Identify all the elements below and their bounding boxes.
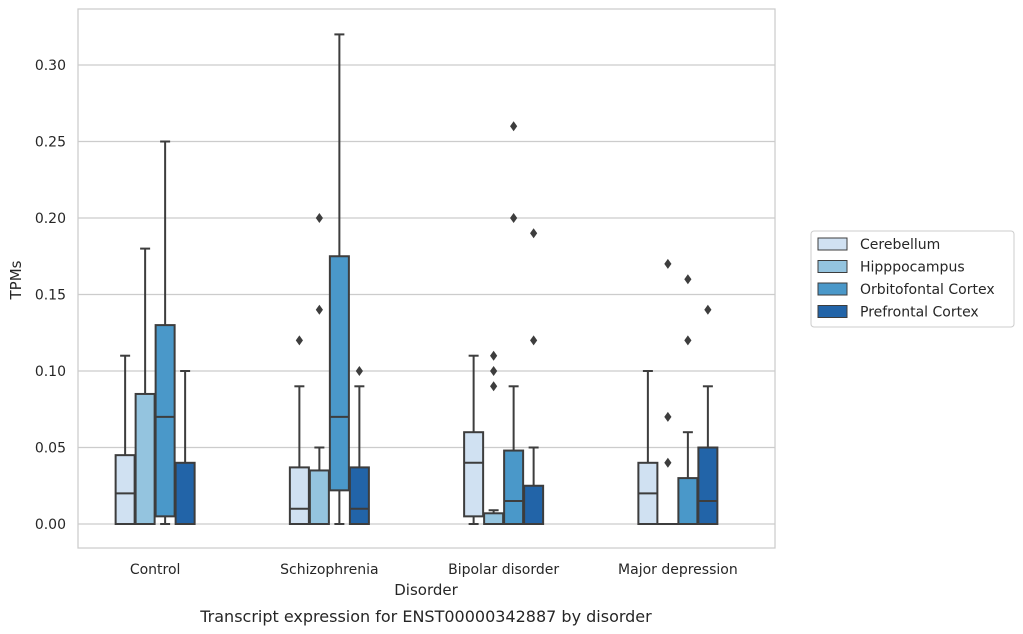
box-body (523, 484, 545, 525)
y-axis-label: TPMs (7, 260, 25, 300)
outlier-point (315, 213, 323, 223)
y-tick-label: 0.00 (35, 517, 66, 533)
legend: Cerebellum Hipppocampus Orbitofontal Corte… (810, 230, 1015, 328)
box-body (328, 255, 350, 492)
box-body (483, 512, 505, 525)
legend-swatch (817, 260, 848, 273)
box-body (174, 461, 196, 525)
box-prefrontal-cortex (174, 370, 196, 525)
box-orbitofontal-cortex (503, 121, 525, 525)
box-cerebellum (463, 354, 485, 525)
legend-label: Prefrontal Cortex (860, 305, 979, 321)
x-tick-label: Schizophrenia (280, 562, 378, 578)
plot-frame (77, 8, 776, 549)
box-body (348, 466, 370, 526)
box-prefrontal-cortex (697, 304, 719, 525)
outlier-point (355, 366, 363, 376)
grid-lines (78, 64, 775, 525)
outlier-point (295, 335, 303, 346)
box-orbitofontal-cortex (677, 274, 699, 526)
outlier-point (664, 258, 672, 269)
legend-label: Orbitofontal Cortex (860, 282, 995, 298)
box-body (114, 454, 136, 525)
box-prefrontal-cortex (523, 228, 545, 525)
x-tick-label: Control (130, 562, 181, 578)
box-hipppocampus (134, 247, 156, 526)
box-body (697, 446, 719, 525)
box-orbitofontal-cortex (154, 140, 176, 525)
outlier-point (510, 213, 518, 223)
x-axis-label: Disorder (394, 581, 458, 599)
y-tick-label: 0.10 (35, 364, 66, 380)
x-tick-labels: Control Schizophrenia Bipolar disorder Majo… (130, 562, 738, 578)
outlier-point (490, 381, 498, 392)
outlier-point (684, 335, 692, 346)
outlier-point (530, 335, 538, 346)
outlier-point (510, 121, 518, 132)
box-cerebellum (637, 370, 659, 525)
outlier-point (490, 366, 498, 376)
legend-label: Cerebellum (860, 237, 940, 253)
box-hipppocampus (483, 350, 505, 525)
y-tick-label: 0.25 (35, 135, 66, 151)
box-cerebellum (288, 335, 310, 526)
box-body (308, 469, 330, 526)
box-layer (114, 33, 719, 526)
y-tick-label: 0.05 (35, 441, 66, 457)
outlier-point (530, 228, 538, 239)
x-tick-label: Major depression (618, 562, 738, 578)
y-tick-label: 0.30 (35, 58, 66, 74)
chart-caption: Transcript expression for ENST0000034288… (199, 607, 652, 626)
y-tick-labels: 0.00 0.05 0.10 0.15 0.20 0.25 0.30 (35, 58, 66, 533)
box-hipppocampus (308, 213, 330, 526)
outlier-point (664, 457, 672, 468)
box-prefrontal-cortex (348, 366, 370, 526)
y-tick-label: 0.15 (35, 288, 66, 304)
legend-frame (810, 230, 1015, 328)
x-tick-label: Bipolar disorder (448, 562, 559, 578)
legend-swatch (817, 237, 848, 251)
outlier-point (315, 304, 323, 315)
box-body (288, 466, 310, 526)
box-body (154, 324, 176, 518)
outlier-point (684, 274, 692, 285)
outlier-point (664, 411, 672, 422)
legend-swatch (817, 305, 848, 318)
box-body (677, 477, 699, 526)
outlier-point (704, 304, 712, 315)
legend-swatch (817, 282, 848, 296)
box-cerebellum (114, 354, 136, 525)
legend-label: Hipppocampus (860, 260, 965, 276)
box-body (134, 392, 156, 526)
y-tick-label: 0.20 (35, 211, 66, 227)
box-body (503, 449, 525, 525)
box-orbitofontal-cortex (328, 33, 350, 525)
box-body (463, 431, 485, 518)
box-hipppocampus (657, 258, 679, 526)
outlier-point (490, 350, 498, 361)
